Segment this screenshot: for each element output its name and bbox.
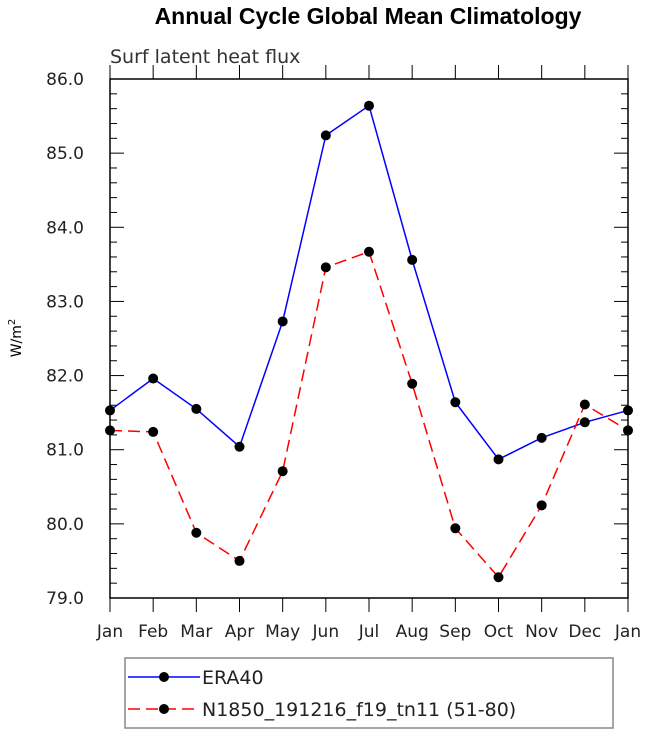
- y-tick-label: 81.0: [46, 441, 84, 461]
- data-point: [579, 399, 590, 410]
- x-tick-label: Mar: [180, 622, 212, 642]
- legend-marker: [159, 672, 169, 682]
- chart-subtitle: Surf latent heat flux: [110, 46, 300, 68]
- data-point: [105, 425, 115, 436]
- data-point: [191, 527, 202, 538]
- y-tick-label: 82.0: [46, 367, 84, 387]
- data-point: [105, 405, 115, 416]
- plot-frame: [109, 78, 629, 599]
- x-tick-label: Oct: [484, 622, 514, 642]
- y-tick-label: 85.0: [46, 144, 84, 164]
- data-point: [407, 254, 418, 265]
- x-tick-label: Nov: [525, 622, 558, 642]
- data-point: [623, 425, 633, 436]
- data-point: [579, 417, 590, 428]
- y-axis-label: W/m2: [7, 319, 25, 358]
- series-line-0: [109, 104, 629, 461]
- data-point: [493, 572, 504, 583]
- legend: ERA40 N1850_191216_f19_tn11 (51-80): [124, 657, 614, 729]
- legend-label: N1850_191216_f19_tn11 (51-80): [202, 699, 516, 721]
- data-point: [320, 130, 331, 141]
- data-point: [536, 432, 547, 443]
- x-tick-label: Sep: [439, 622, 471, 642]
- x-tick-label: Jun: [312, 622, 340, 642]
- data-point: [623, 405, 633, 416]
- data-point: [277, 316, 288, 327]
- x-tick-label: Jul: [358, 622, 380, 642]
- data-point: [364, 246, 374, 257]
- data-point: [148, 373, 159, 384]
- data-point: [450, 523, 461, 534]
- x-tick-label: May: [265, 622, 300, 642]
- data-point: [450, 397, 461, 408]
- data-point: [234, 555, 245, 566]
- data-point: [277, 466, 288, 477]
- x-tick-label: Dec: [568, 622, 601, 642]
- chart-title: Annual Cycle Global Mean Climatology: [155, 3, 582, 29]
- data-point: [191, 403, 202, 414]
- data-point: [536, 500, 547, 511]
- x-tick-label: Jan: [614, 622, 641, 642]
- x-tick-label: Jan: [96, 622, 123, 642]
- data-point: [364, 100, 374, 111]
- data-point: [234, 441, 245, 452]
- data-point: [493, 454, 504, 465]
- legend-marker: [159, 704, 169, 714]
- y-tick-label: 86.0: [46, 70, 84, 90]
- x-tick-label: Aug: [396, 622, 429, 642]
- data-point: [407, 378, 418, 389]
- legend-box: [124, 657, 614, 729]
- series-line-1: [109, 250, 629, 579]
- data-point: [148, 426, 159, 437]
- legend-label: ERA40: [202, 667, 264, 689]
- y-tick-label: 84.0: [46, 218, 84, 238]
- y-tick-label: 79.0: [46, 589, 84, 609]
- data-point: [320, 262, 331, 273]
- x-tick-label: Apr: [225, 622, 254, 642]
- y-tick-label: 83.0: [46, 292, 84, 312]
- x-tick-label: Feb: [138, 622, 168, 642]
- y-tick-label: 80.0: [46, 515, 84, 535]
